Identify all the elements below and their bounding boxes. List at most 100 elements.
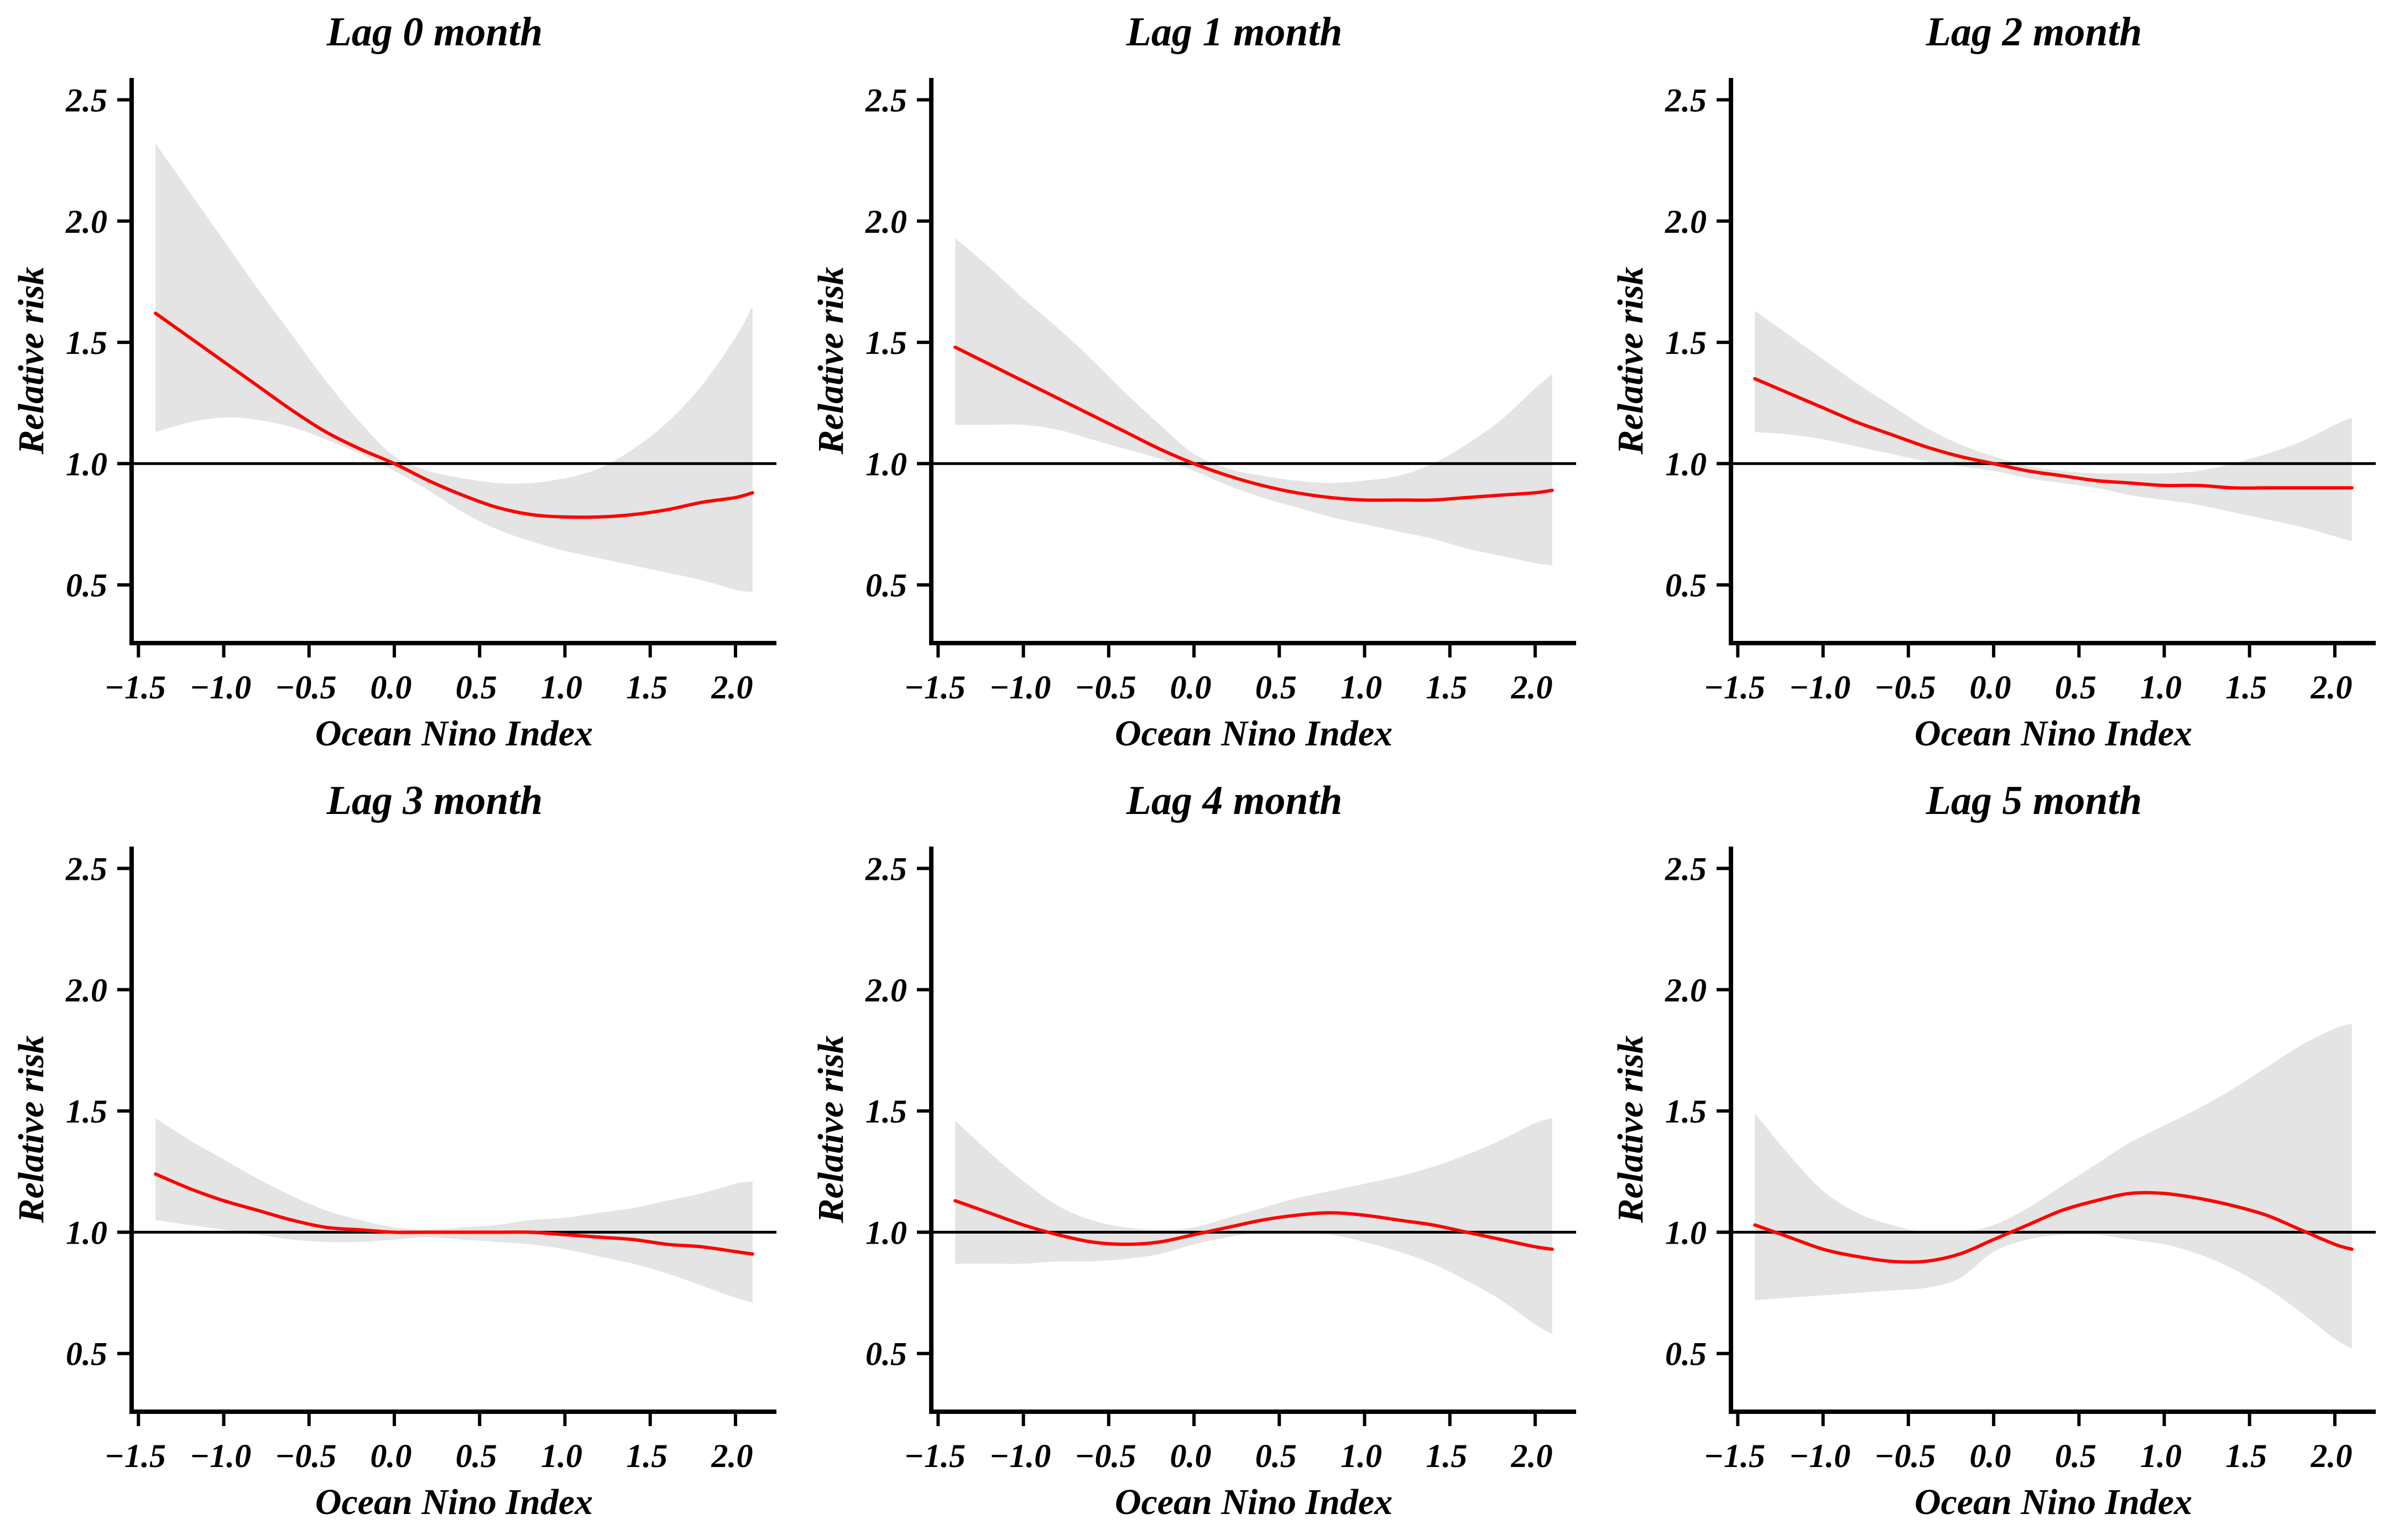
x-tick-label: −0.5: [1075, 669, 1136, 706]
x-tick-label: −0.5: [1874, 1438, 1936, 1474]
chart-svg: 0.5 1.0 1.5 2.0 2.5 −1.5 −1.0 −0.5 0.0 0.5 1.0 1.5 2…: [1599, 769, 2399, 1537]
y-axis-label: Relative risk: [811, 267, 851, 455]
x-tick-label: −1.0: [1789, 1438, 1850, 1474]
x-tick-label: −1.0: [989, 1438, 1051, 1474]
chart-background: [0, 0, 800, 769]
confidence-band: [155, 143, 753, 592]
confidence-band: [155, 1118, 753, 1303]
x-tick-label: 2.0: [1510, 669, 1552, 706]
y-tick-label: 0.5: [865, 1336, 907, 1372]
x-tick-label: 0.5: [2055, 1438, 2096, 1474]
x-tick-label: 2.0: [1510, 1438, 1552, 1474]
confidence-band: [955, 238, 1552, 566]
x-tick-label: −1.5: [904, 669, 966, 706]
y-tick-label: 2.5: [865, 82, 907, 118]
x-tick-label: 0.5: [456, 1438, 497, 1474]
y-tick-label: 1.5: [66, 1093, 107, 1130]
x-axis-label: Ocean Nino Index: [315, 713, 593, 754]
y-tick-label: 2.0: [865, 203, 907, 240]
x-tick-label: 0.5: [456, 669, 497, 706]
x-tick-label: −0.5: [275, 1438, 336, 1474]
y-tick-label: 2.5: [865, 850, 907, 887]
y-tick-label: 1.0: [1665, 446, 1707, 482]
x-tick-label: 0.0: [1170, 669, 1212, 706]
risk-curve: [154, 311, 754, 519]
x-tick-label: −1.5: [904, 1438, 966, 1474]
x-tick-label: −1.0: [190, 669, 251, 706]
y-axis-label: Relative risk: [1610, 1035, 1651, 1223]
x-tick-label: 1.0: [1341, 1438, 1382, 1474]
panel-title: Lag 2 month: [1926, 9, 2142, 55]
y-axis-label: Relative risk: [11, 1035, 51, 1223]
y-tick-label: 1.0: [1665, 1214, 1707, 1251]
figure-panel-lag-5: 0.5 1.0 1.5 2.0 2.5 −1.5 −1.0 −0.5 0.0 0.5 1.0 1.5 2…: [1599, 769, 2399, 1537]
x-tick-label: −1.5: [1704, 1438, 1765, 1474]
x-tick-label: −0.5: [275, 669, 336, 706]
y-tick-label: 0.5: [1665, 567, 1707, 604]
x-tick-label: 1.5: [626, 1438, 667, 1474]
x-tick-label: −0.5: [1874, 669, 1936, 706]
y-tick-label: 2.0: [65, 203, 107, 240]
x-axis-label: Ocean Nino Index: [1115, 713, 1393, 754]
x-axis-label: Ocean Nino Index: [1915, 713, 2192, 754]
y-tick-label: 1.5: [66, 325, 107, 361]
x-axis-label: Ocean Nino Index: [1915, 1482, 2192, 1522]
chart-background: [0, 769, 800, 1537]
panel-title: Lag 1 month: [1126, 9, 1343, 55]
chart-svg: 0.5 1.0 1.5 2.0 2.5 −1.5 −1.0 −0.5 0.0 0.5 1.0 1.5 2…: [0, 769, 800, 1537]
y-tick-label: 2.0: [1665, 972, 1707, 1009]
x-tick-label: 1.0: [1341, 669, 1382, 706]
x-tick-label: 0.0: [371, 669, 412, 706]
y-tick-label: 2.0: [1665, 203, 1707, 240]
x-tick-label: −1.5: [1704, 669, 1765, 706]
figure-panel-lag-2: 0.5 1.0 1.5 2.0 2.5 −1.5 −1.0 −0.5 0.0 0.5 1.0 1.5 2…: [1599, 0, 2399, 769]
risk-curve: [154, 1172, 754, 1256]
x-axis-label: Ocean Nino Index: [1115, 1482, 1393, 1522]
figure-panel-lag-0: 0.5 1.0 1.5 2.0 2.5 −1.5 −1.0 −0.5 0.0 0.5 1.0 1.5 2…: [0, 0, 800, 769]
y-tick-label: 1.5: [865, 1093, 907, 1130]
x-tick-label: −1.0: [190, 1438, 251, 1474]
x-tick-label: 1.0: [541, 1438, 582, 1474]
y-tick-label: 2.5: [1665, 82, 1707, 118]
chart-background: [1599, 0, 2399, 769]
x-tick-label: 2.0: [2310, 669, 2352, 706]
y-tick-label: 2.5: [1665, 850, 1707, 887]
x-tick-label: 0.0: [1170, 1438, 1212, 1474]
y-tick-label: 1.5: [865, 325, 907, 361]
x-tick-label: 0.5: [2055, 669, 2096, 706]
x-tick-label: −1.0: [1789, 669, 1850, 706]
confidence-band: [1755, 1024, 2352, 1349]
x-tick-label: −1.5: [105, 1438, 166, 1474]
y-tick-label: 1.5: [1665, 325, 1707, 361]
y-axis-label: Relative risk: [11, 267, 51, 455]
x-tick-label: 2.0: [711, 669, 753, 706]
x-tick-label: 0.0: [371, 1438, 412, 1474]
chart-svg: 0.5 1.0 1.5 2.0 2.5 −1.5 −1.0 −0.5 0.0 0.5 1.0 1.5 2…: [1599, 0, 2399, 769]
y-tick-label: 1.0: [66, 446, 107, 482]
y-tick-label: 2.0: [65, 972, 107, 1009]
x-tick-label: 1.5: [1426, 1438, 1467, 1474]
x-tick-label: 2.0: [2310, 1438, 2352, 1474]
x-tick-label: 1.5: [1426, 669, 1467, 706]
x-tick-label: 2.0: [711, 1438, 753, 1474]
y-tick-label: 1.5: [1665, 1093, 1707, 1130]
x-tick-label: 0.5: [1255, 669, 1297, 706]
risk-curve: [953, 1199, 1554, 1251]
y-tick-label: 2.0: [865, 972, 907, 1009]
confidence-band: [1755, 311, 2352, 541]
y-tick-label: 0.5: [865, 567, 907, 604]
risk-curve: [1753, 1191, 2354, 1264]
y-tick-label: 2.5: [65, 82, 107, 118]
risk-curve: [1753, 377, 2354, 490]
x-tick-label: −1.5: [105, 669, 166, 706]
y-tick-label: 1.0: [66, 1214, 107, 1251]
chart-svg: 0.5 1.0 1.5 2.0 2.5 −1.5 −1.0 −0.5 0.0 0.5 1.0 1.5 2…: [800, 0, 1599, 769]
x-tick-label: 0.0: [1970, 1438, 2011, 1474]
confidence-band: [955, 1118, 1552, 1334]
panel-title: Lag 5 month: [1926, 778, 2142, 823]
y-tick-label: 0.5: [1665, 1336, 1707, 1372]
x-tick-label: 1.0: [2140, 669, 2182, 706]
figure-panel-lag-1: 0.5 1.0 1.5 2.0 2.5 −1.5 −1.0 −0.5 0.0 0.5 1.0 1.5 2…: [800, 0, 1599, 769]
